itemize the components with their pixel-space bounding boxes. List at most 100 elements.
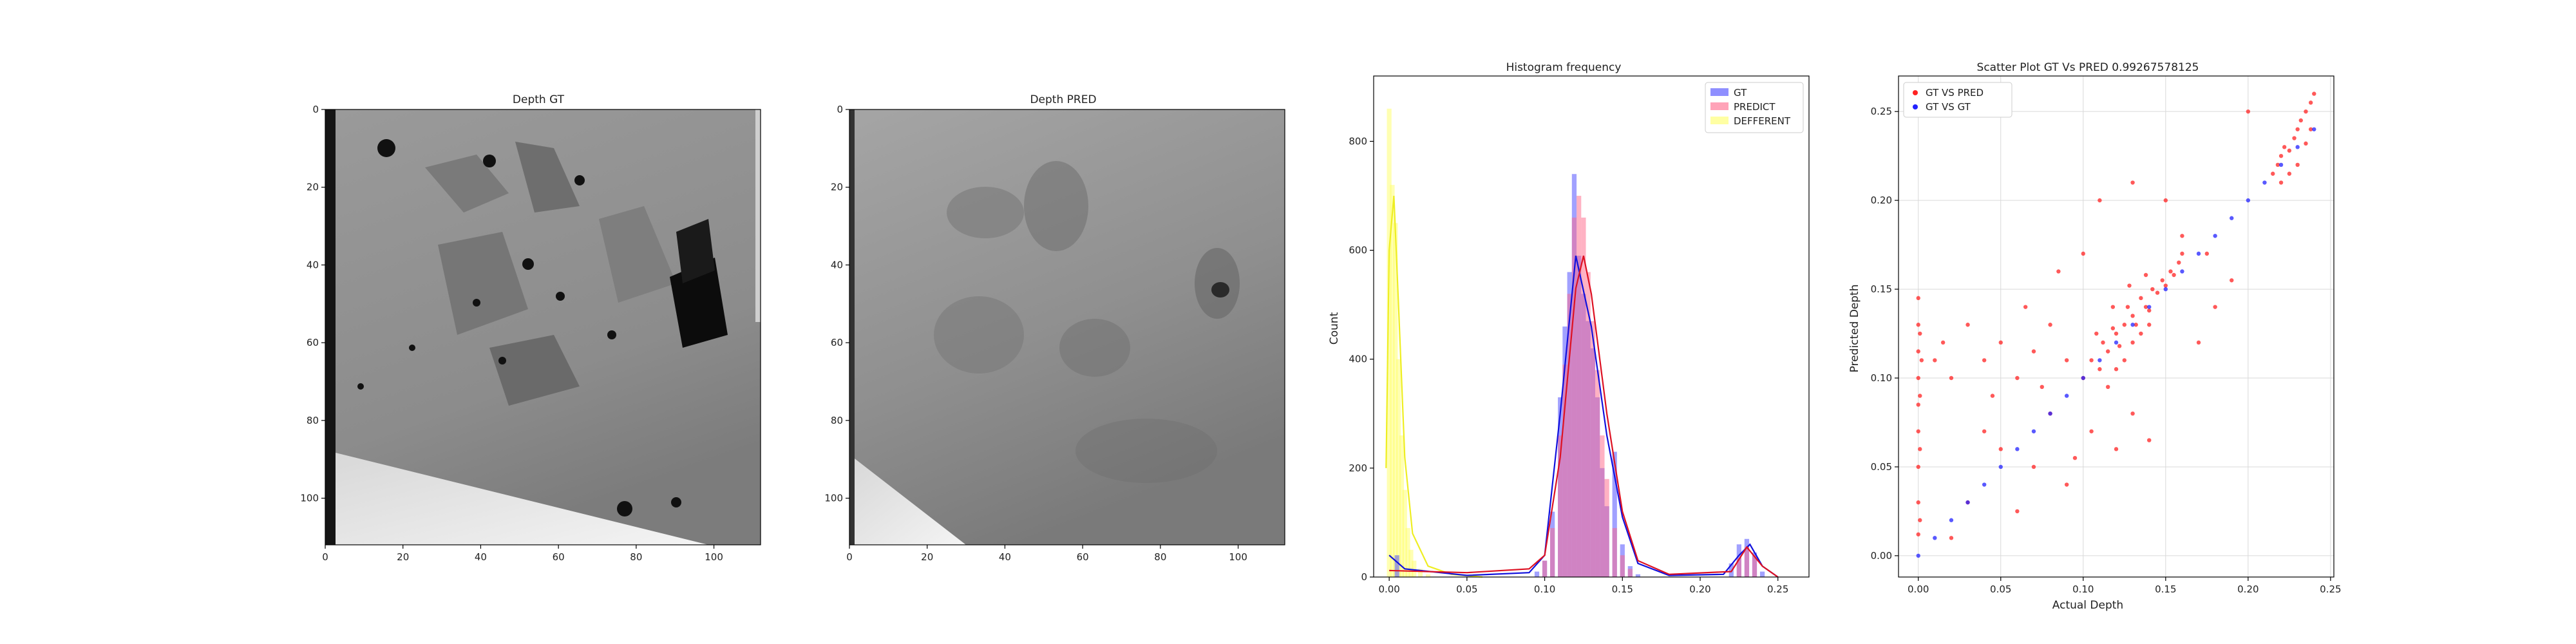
scatter-point — [2064, 393, 2069, 398]
x-tick-label: 20 — [397, 551, 409, 563]
hist-bar — [1402, 489, 1407, 577]
x-tick-label: 0.20 — [1689, 583, 1710, 595]
x-tick-label: 0.15 — [2155, 583, 2176, 595]
x-tick-label: 0 — [846, 551, 853, 563]
scatter-point — [2278, 153, 2284, 158]
plot-frame — [1373, 75, 1810, 578]
scatter-point — [2117, 344, 2122, 348]
hist-bar — [1405, 527, 1410, 577]
hist-bar — [1728, 563, 1734, 577]
legend-swatch — [1710, 88, 1728, 96]
y-tick-label: 20 — [831, 182, 843, 193]
y-axis-label: Predicted Depth — [1848, 285, 1861, 373]
scatter-point — [1949, 518, 1954, 522]
hist-bar — [1412, 560, 1417, 577]
scatter-point — [1933, 536, 1937, 540]
axis-ticks: 0 20 40 60 80 100 0 20 40 60 80 100 — [300, 104, 723, 563]
scatter-point — [1933, 358, 1937, 363]
scatter-point — [1916, 349, 1920, 354]
hist-bar — [1399, 435, 1405, 577]
scatter-point — [2172, 272, 2176, 278]
hist-bar — [1581, 217, 1586, 577]
scatter-point — [1949, 375, 1954, 381]
kde-line — [1388, 255, 1779, 578]
scatter-point — [2271, 171, 2275, 176]
x-tick-label: 80 — [630, 551, 642, 563]
histogram-panel: Histogram frequency Count 0.00 0.05 0.10 0.… — [1328, 61, 1810, 595]
x-tick-label: 100 — [1229, 551, 1247, 563]
scatter-point — [2213, 305, 2217, 309]
scatter-point — [2196, 251, 2201, 256]
hist-bar — [1394, 555, 1399, 577]
x-tick-label: 0.25 — [1767, 583, 1788, 595]
scatter-point — [2114, 340, 2119, 345]
y-tick-label: 40 — [307, 259, 319, 270]
scatter-point — [2163, 283, 2168, 288]
scatter-point — [1916, 402, 1920, 407]
y-tick-label: 80 — [307, 415, 319, 426]
scatter-point — [2147, 323, 2152, 327]
hist-bar — [1393, 223, 1398, 578]
x-tick-label: 0.25 — [2320, 583, 2341, 595]
x-tick-label: 0.10 — [1534, 583, 1555, 595]
x-tick-label: 0.10 — [2072, 583, 2094, 595]
scatter-point — [2295, 162, 2300, 167]
hist-bar — [1759, 571, 1765, 577]
scatter-point — [2031, 464, 2036, 469]
y-tick-label: 0 — [312, 104, 319, 115]
scatter-point — [2180, 251, 2184, 256]
scatter-point — [2105, 384, 2110, 390]
hist-bar — [1595, 370, 1600, 577]
x-tick-label: 0.15 — [1612, 583, 1633, 595]
scatter-point — [2101, 340, 2105, 345]
hist-bar — [1604, 478, 1609, 577]
hist-bar — [1627, 569, 1633, 577]
scatter-point — [2105, 349, 2110, 354]
legend-label: GT — [1734, 87, 1747, 99]
scatter-point — [2125, 305, 2130, 309]
scatter-point — [2312, 127, 2316, 131]
y-axis-label: Count — [1328, 312, 1341, 345]
scatter-point — [2160, 278, 2164, 283]
scatter-point — [2168, 269, 2173, 274]
hist-bar — [1571, 217, 1577, 577]
hist-bar — [1387, 108, 1392, 577]
scatter-point — [2098, 367, 2102, 372]
scatter-point — [2287, 171, 2292, 176]
scatter-point — [2275, 162, 2280, 167]
scatter-point — [2130, 323, 2135, 327]
y-tick-label: 100 — [824, 493, 843, 504]
scatter-point — [1982, 482, 1987, 487]
hist-bar — [1612, 451, 1617, 577]
hist-bar — [1586, 272, 1591, 577]
x-tick-label: 60 — [1077, 551, 1089, 563]
scatter-point — [2114, 367, 2119, 372]
x-tick-label: 60 — [553, 551, 565, 563]
y-tick-label: 60 — [307, 337, 319, 348]
scatter-point — [2298, 118, 2303, 123]
hist-bar — [1567, 294, 1572, 577]
chart-title: Scatter Plot GT Vs PRED 0.99267578125 — [1977, 61, 2199, 74]
scatter-point — [2130, 180, 2135, 185]
x-tick-label: 0 — [322, 551, 328, 563]
scatter-point — [1965, 323, 1970, 327]
scatter-point — [2127, 283, 2132, 288]
scatter-point — [2134, 323, 2138, 327]
y-tick-label: 0.10 — [1871, 372, 1892, 384]
plot-area: 0.00 0.05 0.10 0.15 0.20 0.25 0.00 0.05 0.10 0.15… — [1871, 76, 2342, 595]
scatter-point — [2098, 198, 2102, 203]
y-tick-label: 0.20 — [1871, 194, 1892, 206]
scatter-point — [2048, 323, 2052, 327]
chart-title: Histogram frequency — [1506, 61, 1622, 74]
hist-bar — [1390, 185, 1395, 577]
scatter-point — [2015, 447, 2020, 451]
x-tick-label: 80 — [1154, 551, 1166, 563]
hist-bar — [1550, 527, 1555, 577]
hist-bar — [1744, 547, 1750, 577]
hist-bar — [1620, 555, 1625, 577]
scatter-point — [1940, 340, 1946, 345]
scatter-point — [2098, 358, 2102, 363]
scatter-point — [2130, 411, 2135, 416]
scatter-point — [2287, 148, 2292, 153]
scatter-point — [2230, 278, 2234, 283]
